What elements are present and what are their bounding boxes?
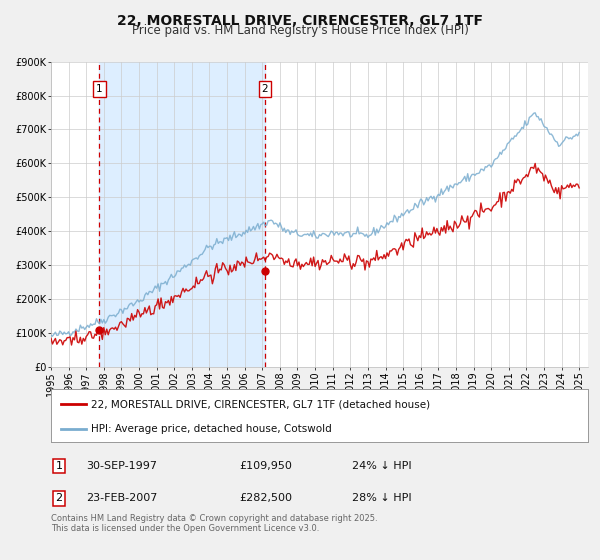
Text: 22, MORESTALL DRIVE, CIRENCESTER, GL7 1TF (detached house): 22, MORESTALL DRIVE, CIRENCESTER, GL7 1T… xyxy=(91,399,430,409)
Text: Contains HM Land Registry data © Crown copyright and database right 2025.
This d: Contains HM Land Registry data © Crown c… xyxy=(51,514,377,534)
Text: 2: 2 xyxy=(262,84,268,94)
Text: 2: 2 xyxy=(55,493,62,503)
Text: Price paid vs. HM Land Registry's House Price Index (HPI): Price paid vs. HM Land Registry's House … xyxy=(131,24,469,37)
Text: £282,500: £282,500 xyxy=(239,493,292,503)
Text: 30-SEP-1997: 30-SEP-1997 xyxy=(86,461,157,471)
Text: 22, MORESTALL DRIVE, CIRENCESTER, GL7 1TF: 22, MORESTALL DRIVE, CIRENCESTER, GL7 1T… xyxy=(117,14,483,28)
Text: 28% ↓ HPI: 28% ↓ HPI xyxy=(352,493,412,503)
Text: 24% ↓ HPI: 24% ↓ HPI xyxy=(352,461,412,471)
Text: HPI: Average price, detached house, Cotswold: HPI: Average price, detached house, Cots… xyxy=(91,424,332,434)
Text: 23-FEB-2007: 23-FEB-2007 xyxy=(86,493,157,503)
Text: 1: 1 xyxy=(56,461,62,471)
Text: 1: 1 xyxy=(96,84,103,94)
Bar xyxy=(100,62,265,367)
Text: £109,950: £109,950 xyxy=(239,461,292,471)
